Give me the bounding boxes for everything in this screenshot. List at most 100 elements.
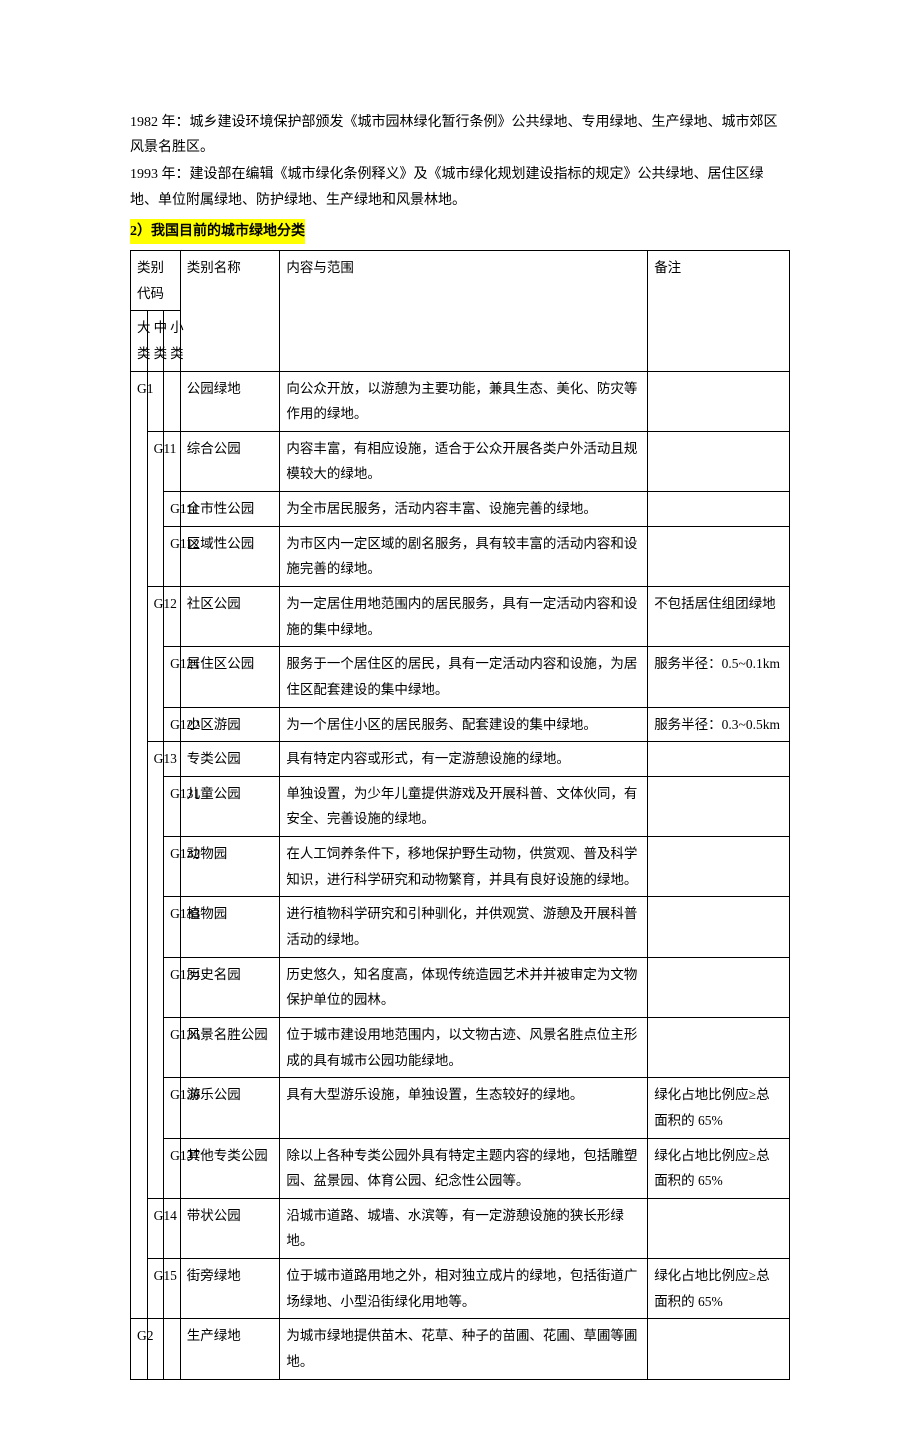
cell-name: 儿童公园: [180, 776, 280, 836]
header-note: 备注: [648, 250, 790, 371]
cell-note: [648, 897, 790, 957]
cell-note: 绿化占地比例应≥总面积的 65%: [648, 1138, 790, 1198]
cell-zhonglei: G13: [147, 742, 164, 1199]
header-content: 内容与范围: [280, 250, 648, 371]
header-dalei: 大类: [131, 311, 148, 371]
cell-note: 不包括居住组团绿地: [648, 586, 790, 646]
cell-xiaolei: G134: [164, 957, 181, 1017]
cell-name: 区域性公园: [180, 526, 280, 586]
cell-zhonglei: G11: [147, 431, 164, 586]
table-row: G111全市性公园为全市居民服务，活动内容丰富、设施完善的绿地。: [131, 492, 790, 527]
cell-xiaolei: G137: [164, 1138, 181, 1198]
cell-note: 绿化占地比例应≥总面积的 65%: [648, 1078, 790, 1138]
cell-content: 向公众开放，以游憩为主要功能，兼具生态、美化、防灾等作用的绿地。: [280, 371, 648, 431]
cell-name: 专类公园: [180, 742, 280, 777]
cell-name: 综合公园: [180, 431, 280, 491]
header-name: 类别名称: [180, 250, 280, 371]
cell-xiaolei: G133: [164, 897, 181, 957]
cell-name: 生产绿地: [180, 1319, 280, 1379]
table-row: G15 街旁绿地位于城市道路用地之外，相对独立成片的绿地，包括街道广场绿地、小型沿…: [131, 1259, 790, 1319]
cell-name: 全市性公园: [180, 492, 280, 527]
cell-name: 风景名胜公园: [180, 1017, 280, 1077]
cell-note: [648, 371, 790, 431]
cell-name: 带状公园: [180, 1198, 280, 1258]
classification-table: 类别代码 类别名称 内容与范围 备注 大类 中类 小类 G1公园绿地向公众开放，…: [130, 250, 790, 1380]
cell-xiaolei: G136: [164, 1078, 181, 1138]
cell-name: 植物园: [180, 897, 280, 957]
cell-name: 小区游园: [180, 707, 280, 742]
table-row: G122小区游园为一个居住小区的居民服务、配套建设的集中绿地。服务半径：0.3~…: [131, 707, 790, 742]
cell-name: 历史名园: [180, 957, 280, 1017]
cell-content: 为城市绿地提供苗木、花草、种子的苗圃、花圃、草圃等圃地。: [280, 1319, 648, 1379]
cell-xiaolei: G131: [164, 776, 181, 836]
cell-content: 服务于一个居住区的居民，具有一定活动内容和设施，为居住区配套建设的集中绿地。: [280, 647, 648, 707]
cell-note: [648, 1319, 790, 1379]
cell-note: 服务半径：0.3~0.5km: [648, 707, 790, 742]
cell-zhonglei: G12: [147, 586, 164, 741]
cell-content: 位于城市建设用地范围内，以文物古迹、风景名胜点位主形成的具有城市公园功能绿地。: [280, 1017, 648, 1077]
cell-content: 在人工饲养条件下，移地保护野生动物，供赏观、普及科学知识，进行科学研究和动物繁育…: [280, 837, 648, 897]
table-row: G11综合公园内容丰富，有相应设施，适合于公众开展各类户外活动且规模较大的绿地。: [131, 431, 790, 491]
cell-content: 除以上各种专类公园外具有特定主题内容的绿地，包括雕塑园、盆景园、体育公园、纪念性…: [280, 1138, 648, 1198]
table-row: G14 带状公园沿城市道路、城墙、水滨等，有一定游憩设施的狭长形绿地。: [131, 1198, 790, 1258]
cell-note: [648, 1017, 790, 1077]
header-code: 类别代码: [131, 250, 181, 310]
cell-content: 为市区内一定区域的剧名服务，具有较丰富的活动内容和设施完善的绿地。: [280, 526, 648, 586]
cell-content: 历史悠久，知名度高，体现传统造园艺术并并被审定为文物保护单位的园林。: [280, 957, 648, 1017]
cell-dalei: G2: [131, 1319, 148, 1379]
cell-note: [648, 431, 790, 491]
table-row: G121居住区公园服务于一个居住区的居民，具有一定活动内容和设施，为居住区配套建…: [131, 647, 790, 707]
cell-xiaolei: G111: [164, 492, 181, 527]
table-row: G112区域性公园为市区内一定区域的剧名服务，具有较丰富的活动内容和设施完善的绿…: [131, 526, 790, 586]
cell-xiaolei: G132: [164, 837, 181, 897]
table-row: G132动物园在人工饲养条件下，移地保护野生动物，供赏观、普及科学知识，进行科学…: [131, 837, 790, 897]
cell-name: 动物园: [180, 837, 280, 897]
cell-content: 进行植物科学研究和引种驯化，并供观赏、游憩及开展科普活动的绿地。: [280, 897, 648, 957]
cell-name: 街旁绿地: [180, 1259, 280, 1319]
cell-note: 绿化占地比例应≥总面积的 65%: [648, 1259, 790, 1319]
cell-note: [648, 957, 790, 1017]
cell-xiaolei: G122: [164, 707, 181, 742]
cell-xiaolei: [164, 371, 181, 431]
cell-xiaolei: G121: [164, 647, 181, 707]
intro-paragraph-1: 1982 年：城乡建设环境保护部颁发《城市园林绿化暂行条例》公共绿地、专用绿地、…: [130, 110, 790, 160]
cell-note: [648, 526, 790, 586]
cell-note: [648, 776, 790, 836]
cell-xiaolei: [164, 1319, 181, 1379]
cell-dalei: G1: [131, 371, 148, 1319]
cell-note: [648, 492, 790, 527]
table-row: G135风景名胜公园位于城市建设用地范围内，以文物古迹、风景名胜点位主形成的具有…: [131, 1017, 790, 1077]
cell-name: 其他专类公园: [180, 1138, 280, 1198]
cell-content: 沿城市道路、城墙、水滨等，有一定游憩设施的狭长形绿地。: [280, 1198, 648, 1258]
table-row: G1公园绿地向公众开放，以游憩为主要功能，兼具生态、美化、防灾等作用的绿地。: [131, 371, 790, 431]
table-row: G12社区公园为一定居住用地范围内的居民服务，具有一定活动内容和设施的集中绿地。…: [131, 586, 790, 646]
cell-content: 具有大型游乐设施，单独设置，生态较好的绿地。: [280, 1078, 648, 1138]
cell-zhonglei: G15: [147, 1259, 164, 1319]
cell-xiaolei: G112: [164, 526, 181, 586]
cell-note: [648, 837, 790, 897]
table-row: G134历史名园历史悠久，知名度高，体现传统造园艺术并并被审定为文物保护单位的园…: [131, 957, 790, 1017]
table-row: G131儿童公园单独设置，为少年儿童提供游戏及开展科普、文体伙同，有安全、完善设…: [131, 776, 790, 836]
table-row: G133植物园进行植物科学研究和引种驯化，并供观赏、游憩及开展科普活动的绿地。: [131, 897, 790, 957]
cell-content: 为一定居住用地范围内的居民服务，具有一定活动内容和设施的集中绿地。: [280, 586, 648, 646]
cell-zhonglei: G14: [147, 1198, 164, 1258]
intro-paragraph-2: 1993 年：建设部在编辑《城市绿化条例释义》及《城市绿化规划建设指标的规定》公…: [130, 162, 790, 212]
cell-content: 内容丰富，有相应设施，适合于公众开展各类户外活动且规模较大的绿地。: [280, 431, 648, 491]
cell-content: 为一个居住小区的居民服务、配套建设的集中绿地。: [280, 707, 648, 742]
cell-name: 游乐公园: [180, 1078, 280, 1138]
cell-content: 位于城市道路用地之外，相对独立成片的绿地，包括街道广场绿地、小型沿街绿化用地等。: [280, 1259, 648, 1319]
table-row: G136游乐公园具有大型游乐设施，单独设置，生态较好的绿地。绿化占地比例应≥总面…: [131, 1078, 790, 1138]
cell-content: 为全市居民服务，活动内容丰富、设施完善的绿地。: [280, 492, 648, 527]
cell-content: 具有特定内容或形式，有一定游憩设施的绿地。: [280, 742, 648, 777]
cell-xiaolei: G135: [164, 1017, 181, 1077]
cell-note: [648, 742, 790, 777]
cell-name: 社区公园: [180, 586, 280, 646]
header-row-1: 类别代码 类别名称 内容与范围 备注: [131, 250, 790, 310]
cell-name: 公园绿地: [180, 371, 280, 431]
section-heading: 2）我国目前的城市绿地分类: [130, 219, 305, 244]
table-row: G13专类公园具有特定内容或形式，有一定游憩设施的绿地。: [131, 742, 790, 777]
table-row: G2 生产绿地为城市绿地提供苗木、花草、种子的苗圃、花圃、草圃等圃地。: [131, 1319, 790, 1379]
table-row: G137其他专类公园除以上各种专类公园外具有特定主题内容的绿地，包括雕塑园、盆景…: [131, 1138, 790, 1198]
cell-name: 居住区公园: [180, 647, 280, 707]
cell-note: 服务半径：0.5~0.1km: [648, 647, 790, 707]
